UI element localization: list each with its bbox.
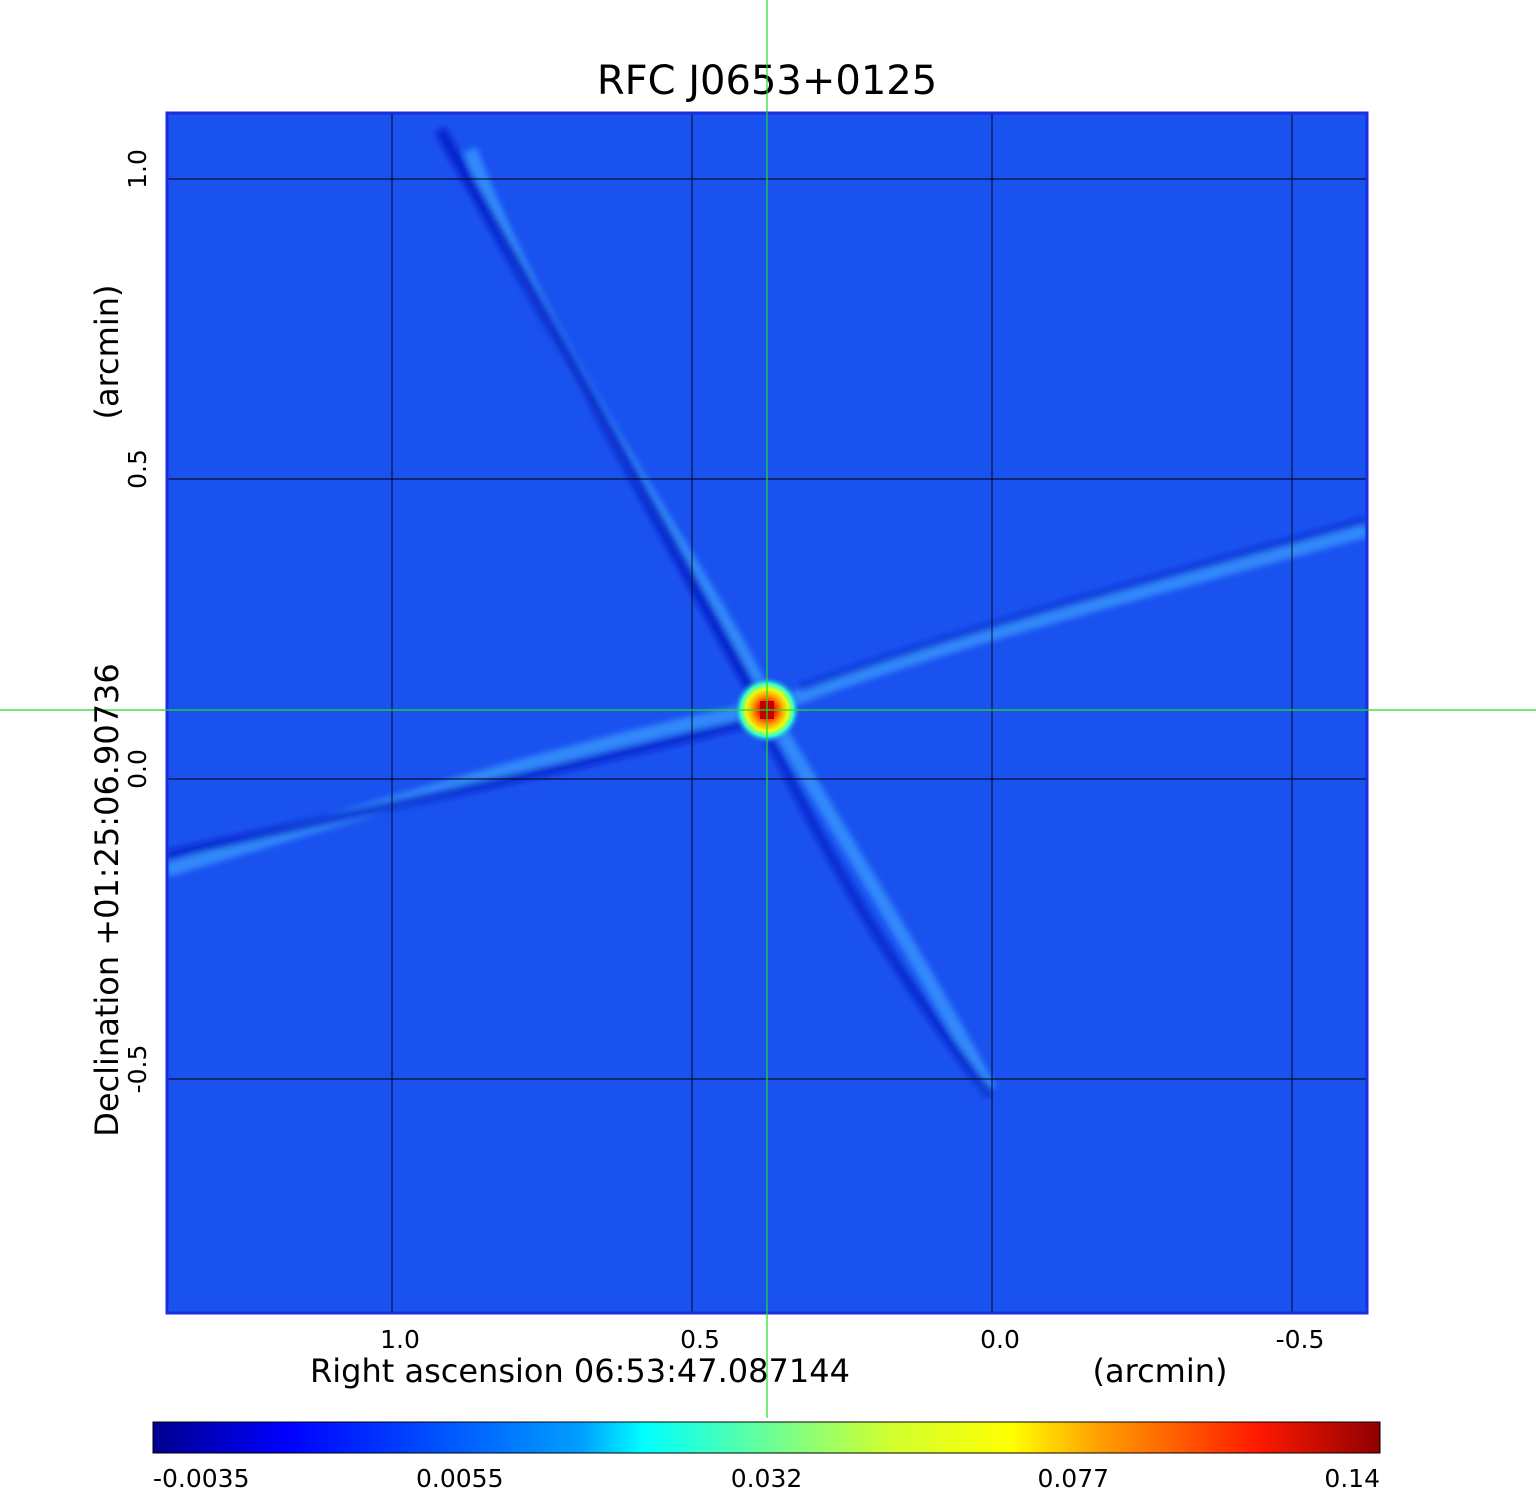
- colorbar-tick-label-0: -0.0035: [153, 1464, 250, 1493]
- x-tick-label-1: 0.5: [680, 1325, 720, 1354]
- y-tick-labels: 1.0 0.5 0.0 -0.5: [123, 149, 152, 1093]
- streak-lower-right-dark: [765, 737, 994, 1099]
- colorbar-tick-label-4: 0.14: [1324, 1464, 1380, 1493]
- y-tick-label-0: 1.0: [123, 149, 152, 189]
- sidelobe-streaks: [167, 127, 1367, 1099]
- x-tick-label-3: -0.5: [1276, 1325, 1325, 1354]
- colorbar-tick-label-3: 0.077: [1037, 1464, 1109, 1493]
- colorbar-tick-labels: -0.0035 0.0055 0.032 0.077 0.14: [153, 1464, 1380, 1493]
- x-tick-labels: 1.0 0.5 0.0 -0.5: [380, 1325, 1324, 1354]
- x-axis-label: Right ascension 06:53:47.087144: [310, 1352, 850, 1390]
- colorbar-tick-label-1: 0.0055: [416, 1464, 503, 1493]
- streak-right-light: [787, 523, 1367, 707]
- y-tick-label-3: -0.5: [123, 1045, 152, 1094]
- x-tick-label-0: 1.0: [380, 1325, 420, 1354]
- x-axis-unit: (arcmin): [1093, 1352, 1228, 1390]
- streak-lower-left-dark: [167, 717, 752, 860]
- x-tick-label-2: 0.0: [980, 1325, 1020, 1354]
- streak-lower-right-light: [773, 726, 997, 1094]
- y-tick-label-1: 0.5: [123, 449, 152, 489]
- streak-upper-left-dark: [434, 127, 758, 693]
- streak-lower-left-light: [167, 705, 747, 877]
- streak-right-dark: [798, 516, 1367, 692]
- colorbar-tick-label-2: 0.032: [731, 1464, 803, 1493]
- colorbar: [152, 1421, 1381, 1454]
- y-axis-unit: (arcmin): [88, 285, 126, 420]
- y-tick-label-2: 0.0: [123, 749, 152, 789]
- y-axis-label: Declination +01:25:06.90736: [88, 663, 126, 1137]
